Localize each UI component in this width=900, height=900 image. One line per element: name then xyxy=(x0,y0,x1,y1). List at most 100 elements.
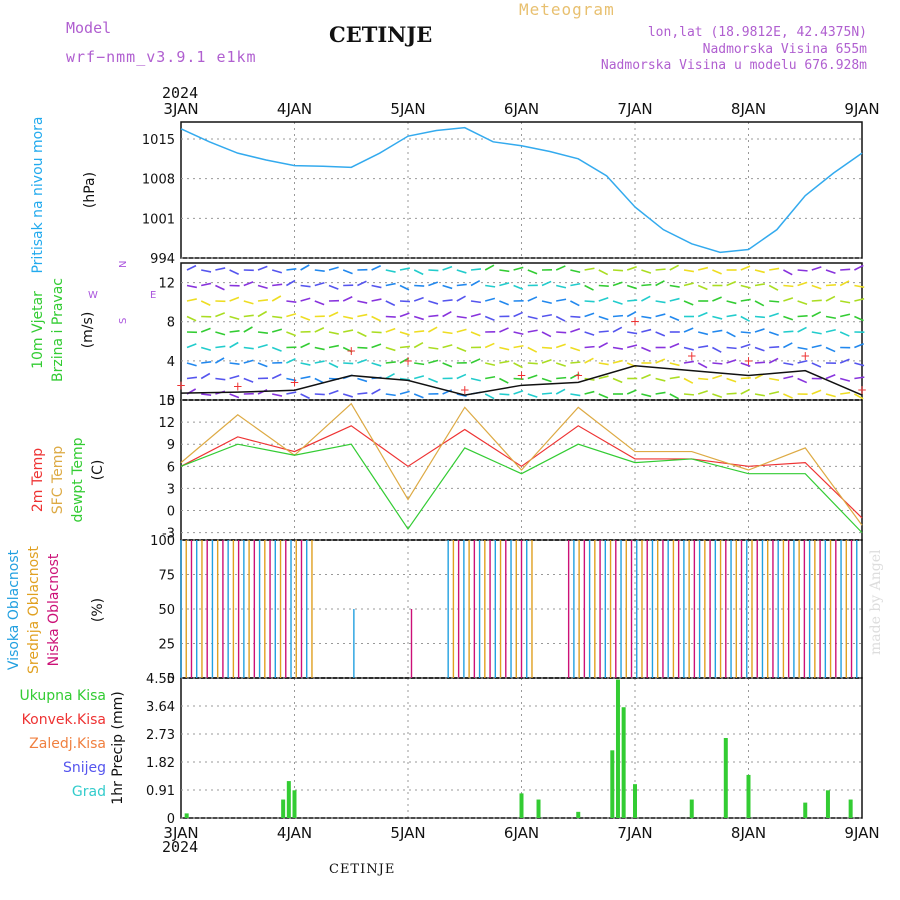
wind-barb xyxy=(357,300,368,304)
wind-barb xyxy=(541,313,552,318)
wind-barb xyxy=(683,327,694,333)
y-tick-label: 12 xyxy=(158,277,175,292)
y-tick-label: 50 xyxy=(158,603,175,618)
wind-barb xyxy=(371,343,382,349)
wind-barb xyxy=(839,377,851,382)
precip-bar xyxy=(746,774,751,818)
wind-barb xyxy=(371,331,382,334)
wind-barb xyxy=(840,300,851,304)
altitude-label: Nadmorska Visina 655m xyxy=(702,42,867,57)
wind-barb xyxy=(485,375,496,380)
wind-barb xyxy=(811,284,822,290)
wind-barb xyxy=(527,346,538,353)
wind-barb xyxy=(257,362,268,368)
wind-barb xyxy=(286,358,296,364)
wind-barb xyxy=(669,315,680,322)
wind-barb xyxy=(413,296,424,302)
wind-barb xyxy=(783,375,794,380)
wind-barb xyxy=(499,327,509,333)
wind-barb xyxy=(754,361,766,364)
wind-barb xyxy=(456,269,467,274)
wind-barb xyxy=(286,300,297,304)
wind-barb xyxy=(300,264,310,271)
wind-barb xyxy=(712,374,723,380)
wind-barb xyxy=(783,393,793,399)
wind-barb xyxy=(257,343,268,349)
compass-east: E xyxy=(150,290,156,301)
wind-barb xyxy=(470,313,481,318)
wind-barb xyxy=(229,362,240,366)
wind-barb xyxy=(200,327,211,333)
wind-barb xyxy=(769,346,780,349)
wind-barb xyxy=(598,393,609,399)
temp-series-line xyxy=(180,425,863,519)
wind-barb xyxy=(428,326,438,333)
wind-barb xyxy=(470,279,481,287)
wind-barb xyxy=(840,268,851,271)
wind-barb xyxy=(456,373,467,380)
date-label-top: 6JAN xyxy=(504,100,539,118)
wind-barb xyxy=(697,390,708,395)
wind-barb xyxy=(626,284,637,290)
wind-barb xyxy=(556,298,567,302)
wind-barb xyxy=(257,310,268,318)
wind-barb xyxy=(229,393,240,399)
y-tick-label: 3 xyxy=(167,482,175,497)
wind-barb xyxy=(442,344,453,349)
wind-barb xyxy=(513,331,524,336)
wind-barb xyxy=(712,329,723,333)
wind-barb xyxy=(541,377,552,383)
wind-barb xyxy=(825,269,836,275)
precip-bar xyxy=(292,790,297,818)
wind-barb xyxy=(726,314,737,318)
temp-unit-label: (C) xyxy=(90,460,106,481)
wind-barb xyxy=(626,265,637,271)
date-label-bottom: 5JAN xyxy=(390,824,425,842)
wind-barb xyxy=(726,346,737,350)
wind-barb xyxy=(598,342,609,349)
wind-barb xyxy=(783,330,794,333)
wind-barb xyxy=(357,377,368,383)
wind-barb xyxy=(839,280,850,287)
precip-bar xyxy=(610,750,615,818)
wind-barb xyxy=(357,358,368,364)
wind-barb xyxy=(768,284,779,291)
wind-barb xyxy=(840,313,851,318)
date-label-bottom: 8JAN xyxy=(731,824,766,842)
panel-frame xyxy=(180,121,863,259)
date-label-bottom: 3JAN xyxy=(163,824,198,842)
wind-barb xyxy=(697,362,708,369)
wind-barb xyxy=(243,359,254,364)
wind-barb xyxy=(343,362,354,365)
wind-barb xyxy=(612,326,623,333)
wind-barb xyxy=(811,311,822,318)
wind-barb xyxy=(456,328,467,333)
precip-legend-item: Ukupna Kisa xyxy=(19,688,106,704)
wind-barb xyxy=(783,315,794,321)
wind-barb xyxy=(555,265,566,271)
date-label-top: 5JAN xyxy=(390,100,425,118)
date-label-bottom: 9JAN xyxy=(844,824,879,842)
compass-west: W xyxy=(88,290,98,301)
wind-barb xyxy=(570,282,581,287)
wind-barb xyxy=(413,341,424,349)
wind-barb xyxy=(499,282,510,287)
wind-barb xyxy=(584,284,594,291)
wind-barb xyxy=(697,311,708,318)
precip-bar xyxy=(689,799,694,818)
y-tick-label: 0 xyxy=(167,505,175,520)
wind-barb xyxy=(683,282,694,287)
wind-barb xyxy=(485,284,496,288)
wind-barb xyxy=(655,280,665,287)
wind-barb xyxy=(698,345,709,349)
wind-gust-marker: + xyxy=(289,375,299,389)
wind-barb xyxy=(754,283,766,287)
wind-barb xyxy=(655,313,666,318)
wind-barb xyxy=(357,313,368,318)
y-tick-label: 8 xyxy=(167,316,175,331)
wind-barb xyxy=(499,346,510,351)
wind-barb xyxy=(371,388,381,395)
precip-legend-item: Grad xyxy=(72,784,106,800)
wind-barb xyxy=(272,315,283,319)
